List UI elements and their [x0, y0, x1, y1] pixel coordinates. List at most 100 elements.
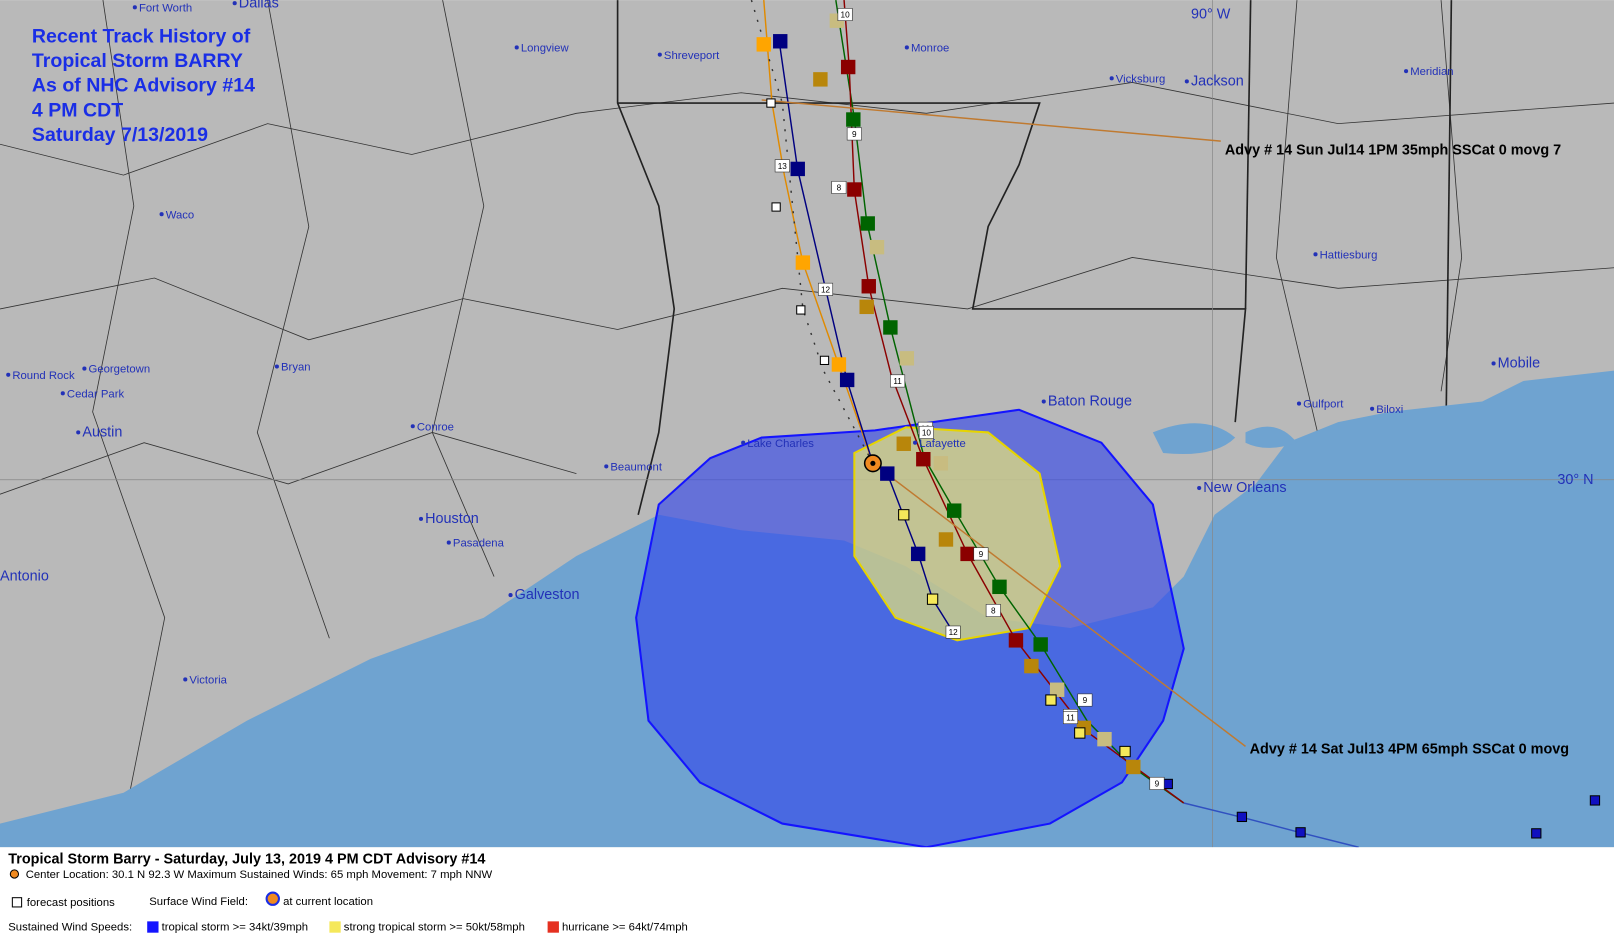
track-label-box — [985, 604, 1001, 617]
title-line: Recent Track History of — [32, 25, 251, 47]
city-label: New Orleans — [1203, 480, 1286, 496]
city-dot — [904, 45, 909, 50]
track-point — [1295, 827, 1306, 838]
city-dot — [60, 391, 65, 396]
track-point — [1162, 778, 1173, 790]
city-dot — [1041, 399, 1046, 404]
track-label: 10 — [841, 11, 851, 20]
track-point — [1531, 828, 1542, 839]
track-point — [860, 216, 875, 231]
forecast-point — [819, 355, 830, 366]
city-dot — [1404, 69, 1409, 74]
state-lines — [616, 0, 1453, 515]
track-point — [896, 436, 911, 451]
city-dot — [1197, 485, 1202, 491]
advisory-label: Advy # 14 Sun Jul14 1PM 35mph SSCat 0 mo… — [1225, 143, 1561, 159]
legend-hu: hurricane >= 64kt/74mph — [562, 922, 688, 934]
city-dot — [82, 366, 87, 371]
city-label: Shreveport — [664, 50, 720, 62]
city-label: Conroe — [417, 421, 454, 433]
surface-label: Surface Wind Field: — [149, 896, 248, 908]
track-point — [795, 255, 811, 270]
city-dot — [913, 440, 918, 445]
track-label-box — [945, 625, 961, 639]
city-dot — [76, 430, 81, 435]
city-dot — [514, 45, 519, 50]
city-dot — [604, 464, 609, 469]
track-point — [1033, 637, 1048, 652]
county-lines — [0, 0, 1614, 824]
lakes — [1152, 423, 1297, 455]
city-label: Victoria — [189, 675, 227, 687]
track-point — [992, 579, 1007, 595]
city-label: Austin — [82, 425, 122, 441]
current-center-dot — [870, 460, 876, 466]
city-dot — [183, 677, 188, 682]
track-label-box — [1062, 711, 1079, 725]
track-label: 11 — [1066, 714, 1075, 723]
track-point — [960, 546, 975, 562]
track-label-box — [973, 547, 989, 561]
track-point — [756, 37, 771, 52]
track-point — [1024, 658, 1039, 674]
city-dot — [159, 212, 164, 217]
city-label: Antonio — [0, 569, 49, 585]
city-dot — [1184, 79, 1189, 84]
speeds-label: Sustained Wind Speeds: — [8, 922, 132, 934]
city-label: Waco — [166, 209, 194, 221]
city-dot — [418, 516, 424, 521]
track-point — [1119, 745, 1131, 758]
legend-ts: tropical storm >= 34kt/39mph — [162, 922, 309, 934]
track-label-box — [837, 8, 853, 22]
legend-sts: strong tropical storm >= 50kt/58mph — [344, 922, 525, 934]
current-icon — [265, 891, 280, 906]
track-label-box — [846, 127, 862, 141]
city-label: Longview — [521, 43, 570, 55]
city-dot — [1109, 76, 1114, 81]
track-label: 9 — [1083, 696, 1088, 705]
track-label-box — [918, 425, 934, 439]
track-points — [756, 13, 1601, 839]
track-point — [910, 546, 926, 562]
track-point — [847, 182, 862, 197]
city-label: Cedar Park — [67, 388, 125, 400]
forecast-point — [796, 305, 806, 315]
advisory-label: Advy # 14 Sat Jul13 4PM 65mph SSCat 0 mo… — [1250, 742, 1569, 758]
city-label: Gulfport — [1303, 399, 1344, 411]
track-point — [883, 320, 898, 335]
strong-ts-wind-field — [853, 426, 1062, 642]
city-label: Beaumont — [610, 462, 662, 474]
grid-label: 90° W — [1191, 7, 1231, 23]
city-dot — [1296, 401, 1302, 406]
title-line: 4 PM CDT — [32, 99, 123, 121]
track-label-box — [774, 159, 790, 173]
city-dot — [1491, 361, 1496, 366]
city-label: Monroe — [911, 43, 949, 55]
forecast-point — [771, 202, 781, 212]
title-line: Tropical Storm BARRY — [32, 50, 243, 72]
city-dot — [274, 364, 279, 369]
city-dot — [410, 424, 415, 429]
track-point — [773, 34, 788, 49]
city-label: Biloxi — [1376, 404, 1403, 416]
track-point — [840, 59, 856, 75]
track-label-box — [1149, 776, 1165, 790]
city-label: Lake Charles — [747, 438, 814, 450]
track-point — [813, 72, 828, 87]
city-dot — [232, 1, 237, 6]
grid-label: 30° N — [1557, 472, 1593, 488]
track-point — [1126, 759, 1141, 775]
track-point — [846, 112, 861, 127]
track-label: 9 — [1155, 780, 1160, 789]
city-label: Mobile — [1498, 356, 1540, 372]
track-label: 8 — [991, 607, 996, 616]
track-label: 8 — [837, 184, 842, 193]
track-point — [933, 456, 949, 471]
track-point — [898, 509, 910, 521]
city-dot — [657, 52, 662, 57]
current-label: at current location — [283, 896, 373, 908]
center-icon — [9, 869, 20, 879]
city-dot — [132, 5, 137, 10]
track-point — [1049, 682, 1065, 697]
